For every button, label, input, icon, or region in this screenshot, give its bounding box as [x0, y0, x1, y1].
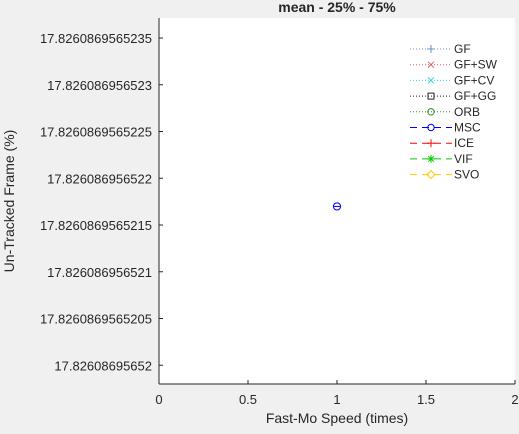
legend-label: GF [454, 42, 471, 56]
legend-marker [427, 45, 435, 53]
legend-item-gf: GF [410, 42, 471, 56]
legend-marker [427, 108, 435, 116]
x-tick-label: 0.5 [239, 392, 257, 407]
legend-marker [427, 123, 435, 132]
legend-item-msc: MSC [410, 121, 481, 135]
legend-item-gf-gg: GF+GG [410, 89, 496, 103]
data-layer [332, 202, 342, 211]
legend-item-svo: SVO [410, 168, 479, 182]
y-axis-label: Un-Tracked Frame (%) [1, 130, 17, 273]
legend-marker [427, 154, 435, 163]
x-tick-label: 1 [333, 392, 340, 407]
y-tick-label: 17.826086956521 [47, 265, 152, 280]
y-tick-label: 17.826086956522 [47, 171, 152, 186]
legend-label: ORB [454, 105, 480, 119]
y-tick-label: 17.82608695652 [54, 358, 152, 373]
legend-item-orb: ORB [410, 105, 480, 119]
y-tick-label: 17.8260869565225 [40, 125, 152, 140]
x-axis-label: Fast-Mo Speed (times) [266, 410, 408, 426]
x-tick-label: 1.5 [417, 392, 435, 407]
y-tick-label: 17.8260869565205 [40, 312, 152, 327]
legend-item-vif: VIF [410, 152, 473, 166]
legend-item-gf-cv: GF+CV [410, 73, 494, 87]
y-axis-ticks: 17.8260869565235 17.826086956523 17.826086… [40, 31, 163, 373]
legend-label: VIF [454, 152, 473, 166]
legend-marker [427, 92, 435, 100]
legend-item-ice: ICE [410, 136, 474, 150]
x-tick-label: 2 [511, 392, 518, 407]
legend-marker [427, 139, 435, 148]
x-tick-label: 0 [155, 392, 162, 407]
legend-label: GF+CV [454, 73, 494, 87]
y-tick-label: 17.826086956523 [47, 78, 152, 93]
legend-label: MSC [454, 121, 481, 135]
y-tick-label: 17.8260869565215 [40, 218, 152, 233]
chart-title: mean - 25% - 75% [278, 0, 396, 15]
y-tick-label: 17.8260869565235 [40, 31, 152, 46]
legend-label: GF+SW [454, 58, 498, 72]
legend-label: GF+GG [454, 89, 496, 103]
legend-label: SVO [454, 168, 479, 182]
legend-marker [427, 77, 435, 84]
legend-label: ICE [454, 136, 474, 150]
x-axis-ticks: 0 0.5 1 1.5 2 [155, 380, 519, 407]
legend-item-gf-sw: GF+SW [410, 58, 498, 72]
legend-marker [426, 169, 436, 180]
legend-marker [427, 61, 435, 69]
axes-background [159, 18, 515, 384]
